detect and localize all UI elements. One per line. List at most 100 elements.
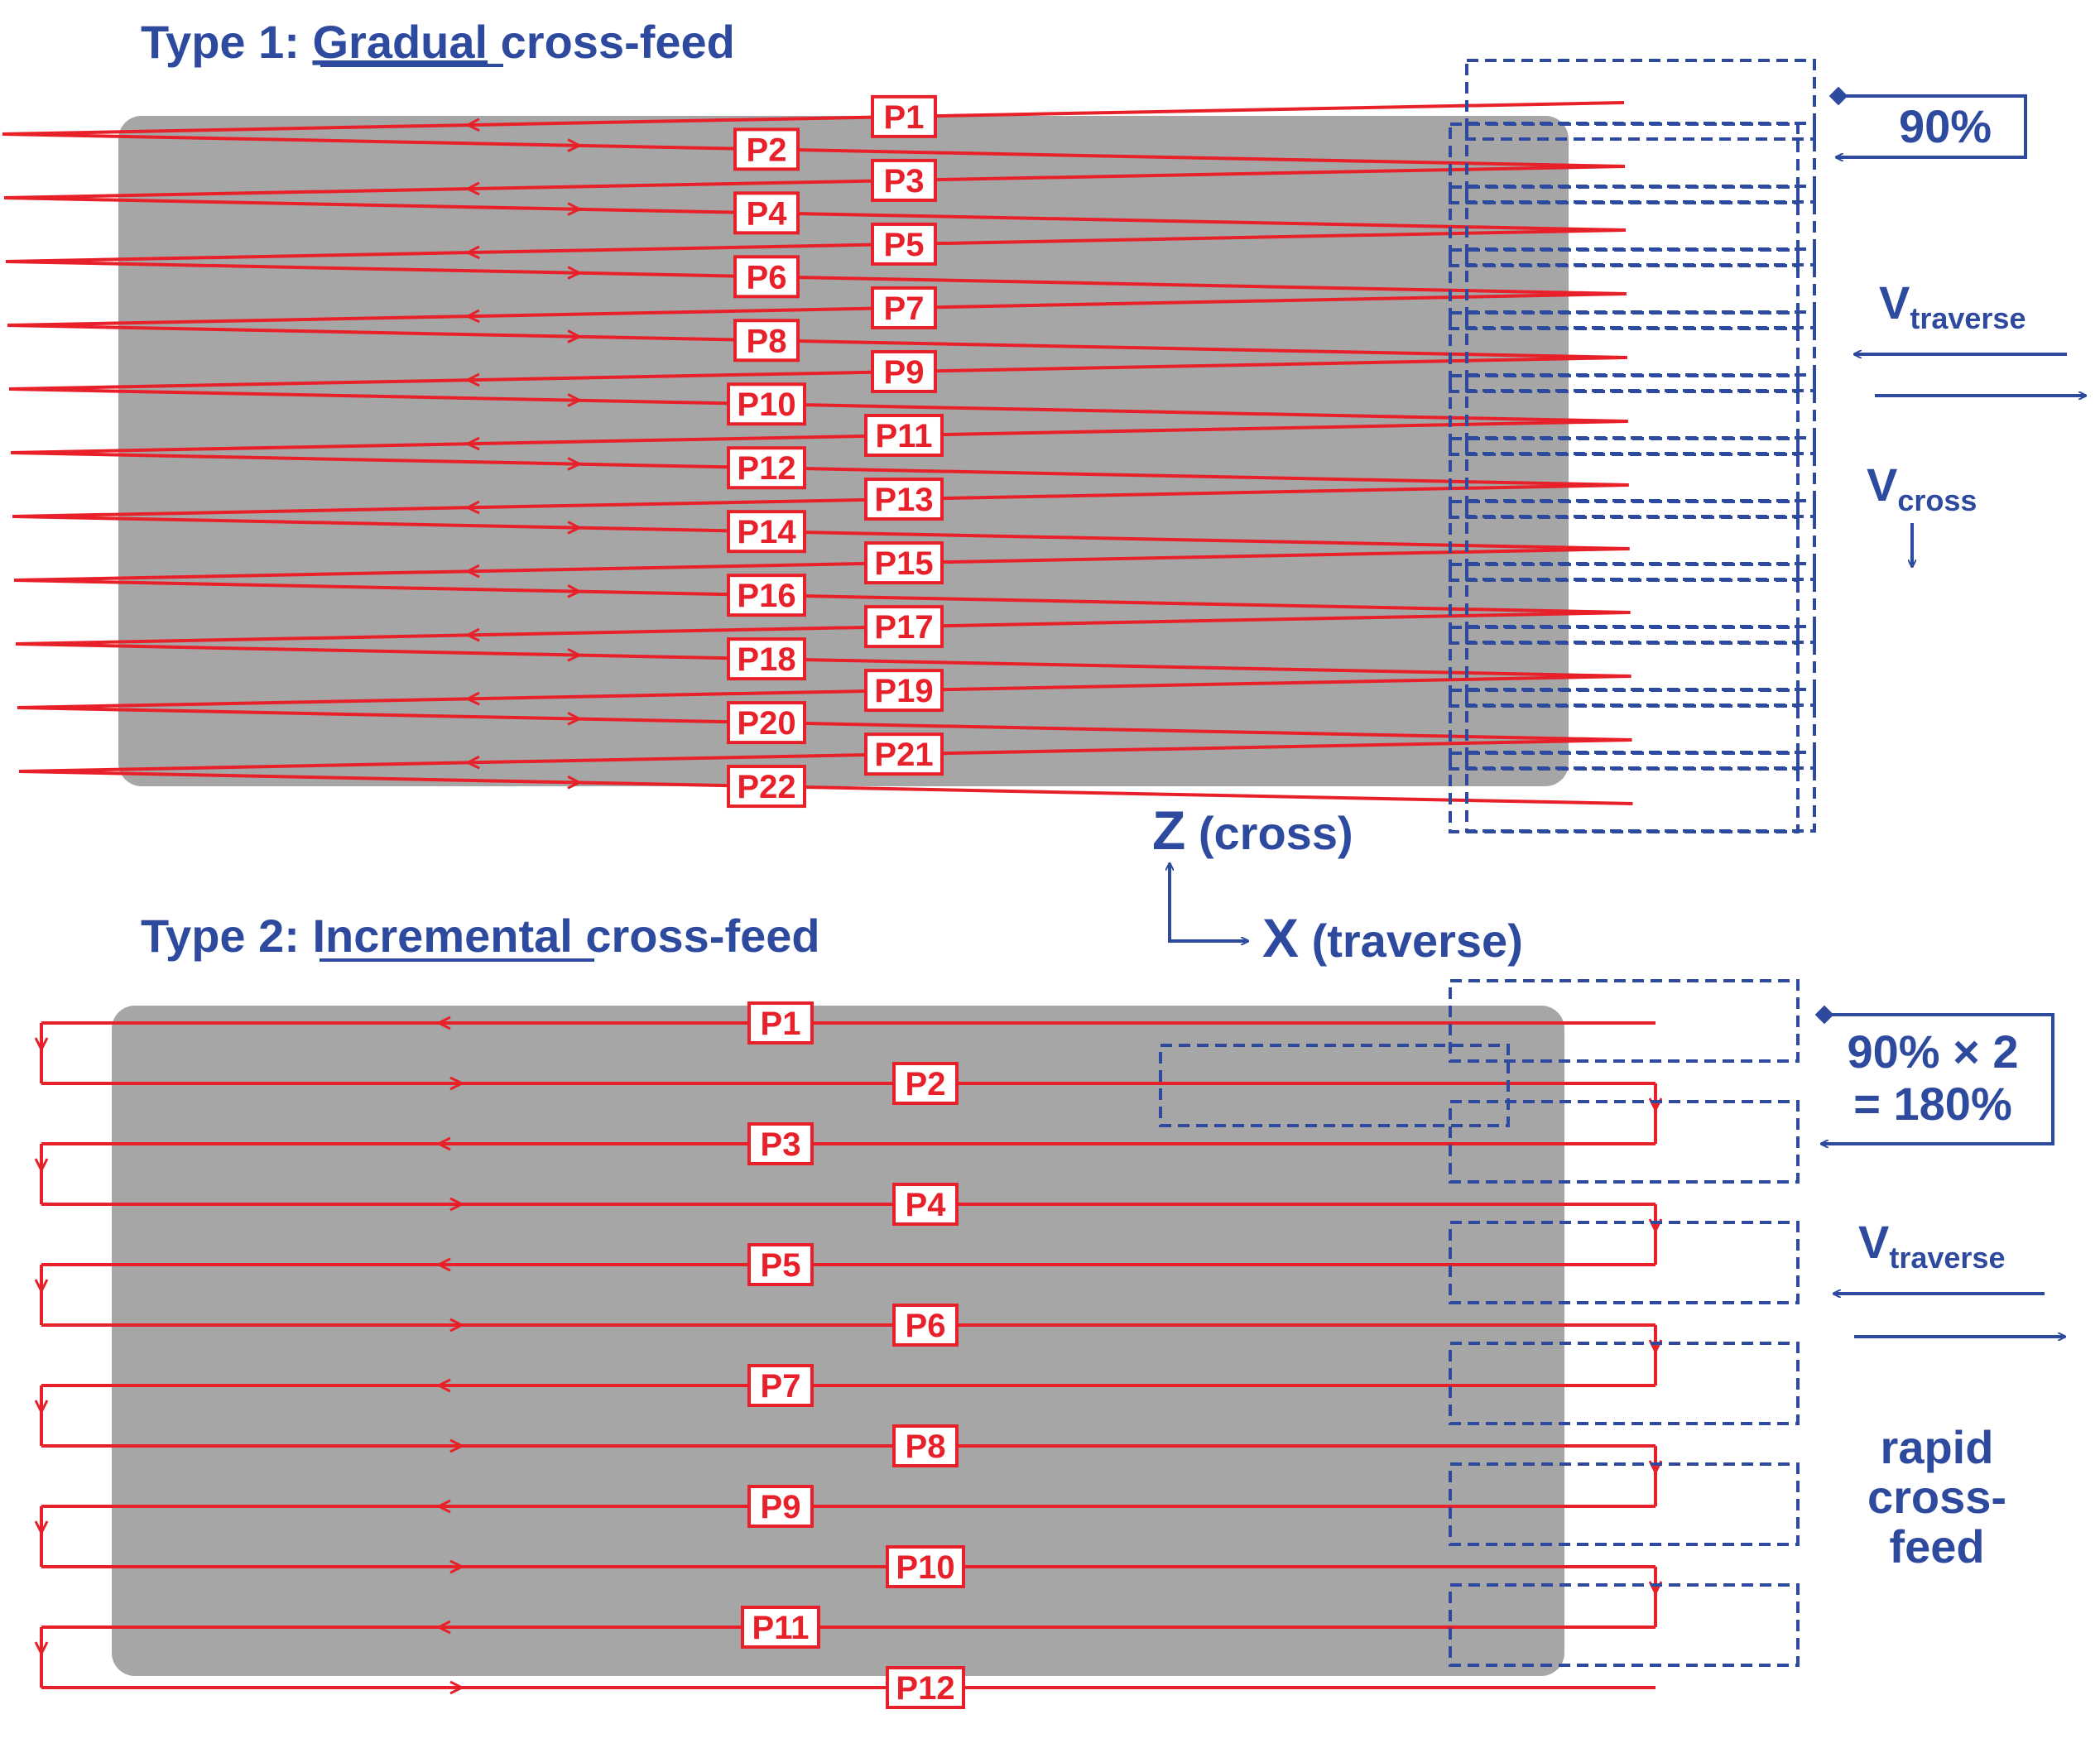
overlap-bracket bbox=[1836, 94, 2027, 157]
direction-arrow-icon bbox=[435, 1257, 451, 1272]
direction-arrow-icon bbox=[464, 181, 480, 196]
pass-label-text: P2 bbox=[906, 1066, 946, 1102]
pass-label-text: P13 bbox=[874, 482, 933, 518]
pass-label-text: P8 bbox=[906, 1429, 946, 1465]
pass-label: P21 bbox=[864, 732, 944, 776]
pass-label-box bbox=[892, 1183, 959, 1226]
direction-arrow-icon bbox=[464, 691, 480, 706]
tool-path-segment bbox=[3, 165, 1625, 199]
pass-label: P2 bbox=[892, 1062, 959, 1105]
pass-label-box bbox=[886, 1666, 965, 1709]
tool-path-segment bbox=[7, 292, 1627, 327]
pass-label: P22 bbox=[727, 765, 806, 809]
tool-path-segment bbox=[15, 611, 1631, 646]
direction-arrow-icon bbox=[435, 1016, 451, 1030]
pass-label: P11 bbox=[864, 414, 944, 458]
pass-label-box bbox=[727, 637, 806, 681]
down-arrow-icon bbox=[34, 1520, 49, 1536]
pass-label-box bbox=[864, 669, 944, 713]
direction-arrow-icon bbox=[567, 521, 583, 535]
pass-label: P2 bbox=[733, 127, 800, 171]
pass-label: P8 bbox=[892, 1424, 959, 1467]
pass-label: P13 bbox=[864, 478, 944, 521]
down-arrow-icon bbox=[34, 1400, 49, 1415]
pass-label-box bbox=[864, 732, 944, 776]
pass-label-box bbox=[727, 510, 806, 554]
type1-traverse-legend: Vtraverse bbox=[1854, 276, 2086, 396]
pass-label-box bbox=[871, 158, 937, 202]
tool-path-segment bbox=[13, 547, 1630, 582]
pass-label-text: P17 bbox=[874, 609, 933, 646]
type2-overlap-indicator: 90% × 2 = 180% bbox=[1814, 1005, 2054, 1144]
down-arrow-icon bbox=[34, 1641, 49, 1657]
overlap-diamond-icon bbox=[1814, 1005, 1834, 1025]
pass-label-text: P8 bbox=[747, 323, 787, 359]
direction-arrow-icon bbox=[464, 627, 480, 642]
pass-label-text: P1 bbox=[761, 1006, 801, 1042]
pass-label: P6 bbox=[733, 255, 800, 299]
pass-label: P9 bbox=[747, 1485, 814, 1528]
pass-label-box bbox=[733, 191, 800, 235]
pass-label: P20 bbox=[727, 701, 806, 745]
tool-path-segment bbox=[8, 356, 1627, 391]
type2-overlap-line2: = 180% bbox=[1853, 1078, 2012, 1130]
pass-label-text: P20 bbox=[737, 705, 795, 742]
pass-label-box bbox=[727, 446, 806, 490]
tool-path-segment bbox=[5, 260, 1627, 295]
type1-title-prefix: Type 1: bbox=[141, 16, 312, 68]
direction-arrow-icon bbox=[567, 584, 583, 598]
pass-label-box bbox=[727, 574, 806, 617]
tool-path-segment bbox=[3, 196, 1626, 232]
pass-label-text: P6 bbox=[747, 259, 787, 295]
traverse-sub: traverse bbox=[1889, 1241, 2005, 1275]
tool-footprint bbox=[1449, 1100, 1800, 1184]
type1-overlap-indicator: 90% bbox=[1828, 86, 2027, 157]
tool-footprint bbox=[1465, 185, 1816, 267]
pass-label: P12 bbox=[886, 1666, 965, 1709]
pass-label: P4 bbox=[733, 191, 800, 235]
pass-label: P17 bbox=[864, 605, 944, 649]
pass-label-text: P9 bbox=[884, 354, 925, 391]
pass-label-text: P21 bbox=[874, 737, 933, 773]
type1-cross-legend: Vcross bbox=[1867, 459, 1977, 567]
pass-label-text: P7 bbox=[884, 291, 925, 327]
rapid-line3: feed bbox=[1889, 1520, 1984, 1573]
direction-arrow-icon bbox=[464, 500, 480, 515]
pass-label: P19 bbox=[864, 669, 944, 713]
tool-path-segment bbox=[10, 451, 1629, 487]
tool-footprint bbox=[1465, 688, 1816, 770]
direction-arrow-icon bbox=[464, 372, 480, 387]
direction-arrow-icon bbox=[464, 755, 480, 770]
pass-label-box bbox=[871, 94, 937, 138]
tool-footprint bbox=[1449, 1462, 1800, 1546]
type2-tool-paths bbox=[34, 1016, 1663, 1695]
pass-label-text: P19 bbox=[874, 673, 933, 709]
down-arrow-icon bbox=[34, 1279, 49, 1294]
pass-label: P3 bbox=[747, 1122, 814, 1165]
direction-arrow-icon bbox=[449, 1318, 465, 1333]
tool-path-segment bbox=[10, 420, 1628, 454]
pass-label-box bbox=[871, 349, 937, 393]
tool-path-segment bbox=[18, 770, 1633, 805]
pass-label-box bbox=[864, 414, 944, 458]
direction-arrow-icon bbox=[449, 1438, 465, 1453]
tool-footprint bbox=[1465, 247, 1816, 329]
type1-title: Type 1: Gradual cross-feed bbox=[141, 16, 735, 68]
pass-label-box bbox=[741, 1606, 820, 1649]
type2-traverse-label: Vtraverse bbox=[1858, 1216, 2005, 1275]
pass-label-box bbox=[727, 701, 806, 745]
pass-label: P14 bbox=[727, 510, 806, 554]
type2-title-prefix: Type 2: bbox=[141, 910, 312, 962]
type1-overlap-label: 90% bbox=[1899, 100, 1992, 152]
pass-label: P6 bbox=[892, 1304, 959, 1347]
pass-label-box bbox=[871, 222, 937, 266]
x-axis-label: X (traverse) bbox=[1262, 907, 1523, 968]
type2-pass-labels: P1 P2 P3 P4 P5 P6 P7 P8 P9 P10 P11 P12 bbox=[741, 1001, 965, 1709]
pass-label-box bbox=[864, 541, 944, 585]
type2-title-keyword: Incremental bbox=[312, 910, 572, 962]
direction-arrow-icon bbox=[464, 564, 480, 579]
pass-label-text: P9 bbox=[761, 1489, 801, 1525]
pass-label-text: P18 bbox=[737, 641, 795, 678]
